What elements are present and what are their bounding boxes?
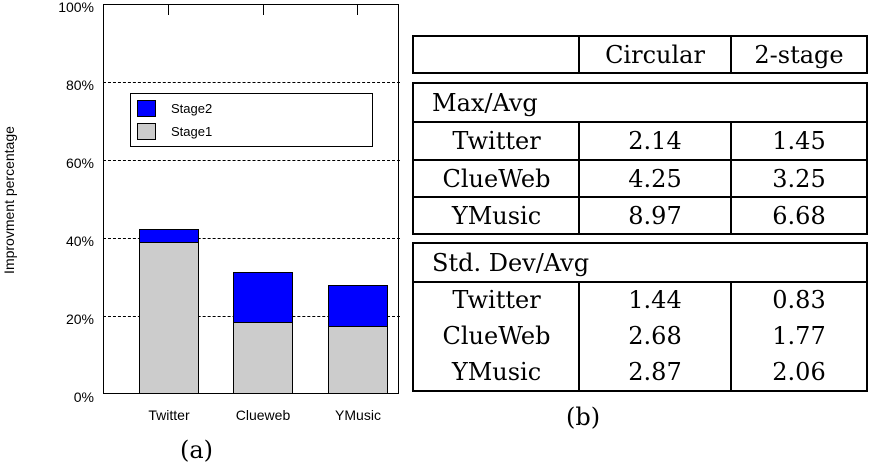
legend-label-stage2: Stage2	[171, 101, 213, 116]
row-label: ClueWeb	[442, 322, 551, 350]
row-label: Twitter	[452, 286, 541, 314]
cell-value: 6.68	[772, 201, 826, 230]
top-tick	[168, 5, 169, 15]
bar-ymusic-stage1	[328, 326, 388, 394]
cell-value: 1.45	[772, 126, 826, 155]
legend-swatch-stage2	[137, 100, 156, 117]
cell-value: 2.68	[628, 322, 682, 350]
y-tick-60: 60%	[65, 155, 94, 171]
header-cell-empty	[414, 37, 579, 72]
legend: Stage2 Stage1	[130, 93, 373, 147]
y-tick-80: 80%	[65, 77, 94, 93]
y-tick-0: 0%	[73, 389, 94, 405]
x-label-clueweb: Clueweb	[235, 407, 291, 423]
gridline-60	[103, 160, 400, 161]
gridline-40	[103, 238, 400, 239]
row-label: YMusic	[451, 358, 542, 386]
bar-twitter-stage1	[139, 242, 199, 394]
header-cell-circular: Circular	[605, 40, 705, 69]
row-label: YMusic	[451, 201, 542, 230]
top-tick	[263, 5, 264, 15]
table-section-std-avg: Std. Dev/Avg Twitter 1.44 0.83 ClueWeb 2…	[412, 242, 868, 392]
cell-value: 1.77	[772, 322, 826, 350]
legend-label-stage1: Stage1	[171, 124, 213, 139]
y-tick-100: 100%	[58, 0, 94, 15]
cell-value: 8.97	[628, 201, 682, 230]
cell-value: 4.25	[628, 164, 682, 193]
cell-value: 0.83	[772, 286, 826, 314]
section-title: Max/Avg	[432, 88, 538, 117]
x-label-ymusic: YMusic	[335, 407, 381, 423]
table-section-max-avg: Max/Avg Twitter 2.14 1.45 ClueWeb 4.25 3…	[412, 82, 868, 235]
table-header: Circular 2-stage	[412, 35, 868, 74]
row-label: Twitter	[452, 126, 541, 155]
y-tick-20: 20%	[65, 311, 94, 327]
header-cell-2stage: 2-stage	[754, 40, 844, 69]
bar-twitter-stage2	[139, 229, 199, 243]
cell-value: 2.06	[772, 358, 826, 386]
y-axis-label: Improvment percentage	[1, 126, 17, 274]
bar-clueweb-stage2	[233, 272, 293, 323]
legend-swatch-stage1	[137, 123, 156, 140]
bar-clueweb-stage1	[233, 322, 293, 394]
row-label: ClueWeb	[442, 164, 551, 193]
caption-b: (b)	[566, 403, 601, 431]
cell-value: 2.14	[628, 126, 682, 155]
section-title: Std. Dev/Avg	[432, 248, 590, 277]
y-tick-40: 40%	[65, 233, 94, 249]
caption-a: (a)	[180, 436, 214, 464]
cell-value: 3.25	[772, 164, 826, 193]
bar-ymusic-stage2	[328, 285, 388, 327]
x-label-twitter: Twitter	[148, 407, 190, 423]
cell-value: 2.87	[628, 358, 682, 386]
cell-value: 1.44	[628, 286, 682, 314]
top-tick	[357, 5, 358, 15]
gridline-80	[103, 82, 400, 83]
